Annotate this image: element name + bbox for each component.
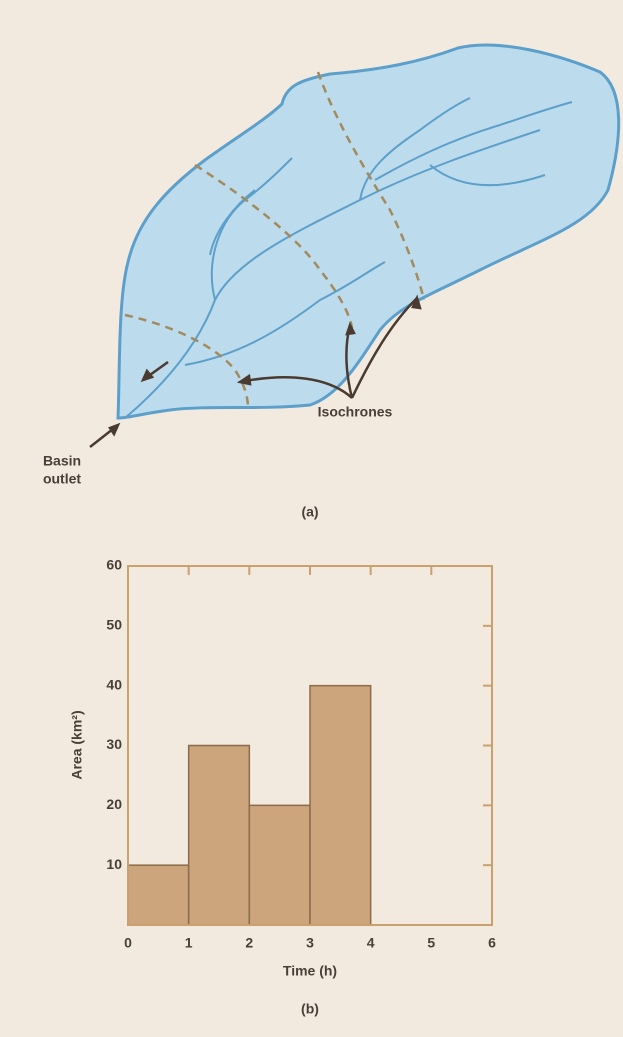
y-tick-label: 10 [106, 856, 122, 872]
caption: (a) [301, 504, 318, 520]
y-tick-label: 50 [106, 617, 122, 633]
x-tick-label: 0 [124, 935, 132, 951]
y-tick-label: 60 [106, 557, 122, 573]
bar [189, 746, 250, 926]
bar [310, 686, 371, 925]
bar [128, 865, 189, 925]
x-tick-label: 2 [245, 935, 253, 951]
outlet-label: Basin [43, 453, 81, 469]
bar [249, 805, 310, 925]
caption: (b) [301, 1001, 319, 1017]
isochrones-label: Isochrones [318, 404, 393, 420]
y-tick-label: 30 [106, 736, 122, 752]
outlet-label: outlet [43, 471, 81, 487]
page: Isochrones Basin outlet (a) (b) Time (h)… [0, 0, 623, 1037]
x-tick-label: 1 [185, 935, 193, 951]
y-tick-label: 40 [106, 676, 122, 692]
x-tick-label: 4 [367, 935, 375, 951]
y-tick-label: 20 [106, 796, 122, 812]
y-axis-label: Area (km²) [69, 710, 85, 779]
figure: Isochrones Basin outlet (a) (b) Time (h)… [0, 0, 623, 1037]
x-tick-label: 5 [427, 935, 435, 951]
x-axis-label: Time (h) [283, 963, 337, 979]
x-tick-label: 6 [488, 935, 496, 951]
x-tick-label: 3 [306, 935, 314, 951]
